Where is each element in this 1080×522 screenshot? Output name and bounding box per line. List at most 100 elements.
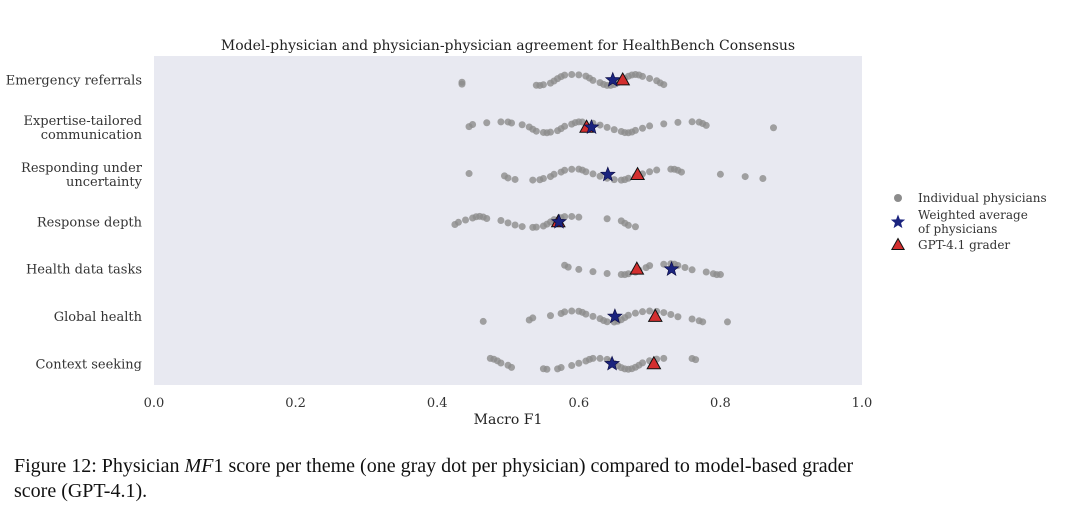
grader-triangle xyxy=(615,71,631,86)
physician-dot xyxy=(575,265,583,273)
caption-prefix: Figure 12: Physician xyxy=(14,455,185,477)
physician-dot xyxy=(667,310,675,318)
physician-dot xyxy=(624,311,632,319)
y-tick-label: Global health xyxy=(54,310,143,325)
physician-dot xyxy=(624,174,632,182)
physician-dot xyxy=(674,313,682,321)
physician-dot xyxy=(483,119,491,127)
physician-dot xyxy=(770,124,777,132)
physician-dot xyxy=(702,268,710,276)
physician-dot xyxy=(469,120,477,128)
x-tick-label: 0.0 xyxy=(144,396,165,411)
legend-triangle-marker xyxy=(890,237,906,251)
physician-dot xyxy=(529,176,537,184)
physician-dot xyxy=(677,168,685,176)
physician-dot xyxy=(504,174,512,182)
physician-dot xyxy=(702,121,710,129)
y-tick-label: Expertise-tailored communication xyxy=(23,114,142,143)
physician-dot xyxy=(646,307,654,315)
x-tick-label: 0.4 xyxy=(427,396,448,411)
physician-dot xyxy=(589,170,597,178)
physician-dot xyxy=(603,123,611,131)
physician-dot xyxy=(596,121,604,129)
physician-dot xyxy=(539,81,547,89)
chart: Model-physician and physician-physician … xyxy=(6,38,1047,428)
physician-dot xyxy=(589,76,597,84)
physician-dot xyxy=(716,170,724,178)
physician-dot xyxy=(462,216,470,224)
physician-dot xyxy=(589,354,597,362)
weighted-average-star xyxy=(606,308,623,324)
physician-dot xyxy=(575,71,583,79)
physician-dot xyxy=(631,309,639,317)
physician-dot xyxy=(716,271,724,279)
physician-dot xyxy=(518,121,526,129)
y-tick-label: Response depth xyxy=(37,215,143,230)
weighted-average-star xyxy=(599,166,616,182)
physician-dot xyxy=(582,168,590,176)
physician-dot xyxy=(564,263,572,271)
physician-dot xyxy=(660,120,668,128)
physician-dot xyxy=(639,72,647,80)
physician-dot xyxy=(639,359,647,367)
y-axis-labels: Emergency referrals Expertise-tailored com… xyxy=(6,74,143,373)
weighted-average-star xyxy=(604,355,621,371)
y-tick-label: Responding under uncertainty xyxy=(21,161,143,190)
physician-dot xyxy=(674,118,682,126)
physician-dot xyxy=(660,260,668,268)
physician-dot xyxy=(561,308,569,316)
physician-dot xyxy=(497,359,505,367)
physician-dot xyxy=(589,312,597,320)
x-tick-label: 1.0 xyxy=(852,396,873,411)
grader-triangle xyxy=(629,261,645,275)
figure-caption: Figure 12: Physician MF1 score per theme… xyxy=(14,454,1064,504)
physician-dot xyxy=(497,118,505,126)
physician-dot xyxy=(561,122,569,130)
physician-dot xyxy=(603,215,611,223)
x-axis-label: Macro F1 xyxy=(474,412,543,428)
physician-dot xyxy=(603,269,611,277)
physician-dot xyxy=(532,223,540,231)
physician-dot xyxy=(653,166,661,174)
legend-label-grader: GPT-4.1 grader xyxy=(918,238,1010,252)
physician-dot xyxy=(660,309,668,317)
physician-dot xyxy=(568,71,576,79)
physician-dot xyxy=(458,80,466,88)
caption-line1-rest: score per theme (one gray dot per physic… xyxy=(223,455,854,477)
physician-dot xyxy=(692,356,700,364)
physician-dot xyxy=(639,308,647,316)
legend-label-weighted-average: Weighted average of physicians xyxy=(918,208,1028,236)
physician-dot xyxy=(529,314,537,322)
grader-triangle xyxy=(646,355,662,370)
physician-dot xyxy=(568,212,576,220)
physician-dot xyxy=(561,213,569,221)
x-tick-label: 0.2 xyxy=(285,396,306,411)
physician-dot xyxy=(759,175,767,183)
physician-dot xyxy=(557,364,565,372)
physician-dot xyxy=(465,170,473,178)
physician-dot xyxy=(610,176,618,184)
physician-dot xyxy=(603,318,611,326)
physician-dot xyxy=(639,124,647,132)
physician-dot xyxy=(561,71,569,79)
physician-dot xyxy=(688,266,696,274)
x-axis-ticks: 0.0 0.2 0.4 0.6 0.8 1.0 xyxy=(144,396,873,411)
weighted-average-star xyxy=(663,260,680,276)
x-tick-label: 0.8 xyxy=(710,396,731,411)
physician-dot xyxy=(504,219,512,227)
y-tick-label: Context seeking xyxy=(35,357,142,372)
physician-dot xyxy=(681,264,689,272)
physician-dot xyxy=(546,312,554,320)
physician-dot xyxy=(646,122,654,130)
physician-dot xyxy=(582,310,590,318)
physician-dot xyxy=(624,270,632,278)
y-tick-label: Emergency referrals xyxy=(6,74,142,89)
physician-dot xyxy=(575,359,583,367)
caption-math: MF xyxy=(184,455,214,477)
physician-dot xyxy=(568,362,576,370)
physician-dot xyxy=(631,126,639,134)
physician-dot xyxy=(518,223,526,231)
physician-dot xyxy=(723,318,731,326)
physician-dot xyxy=(497,217,505,225)
physician-dot xyxy=(508,119,516,127)
